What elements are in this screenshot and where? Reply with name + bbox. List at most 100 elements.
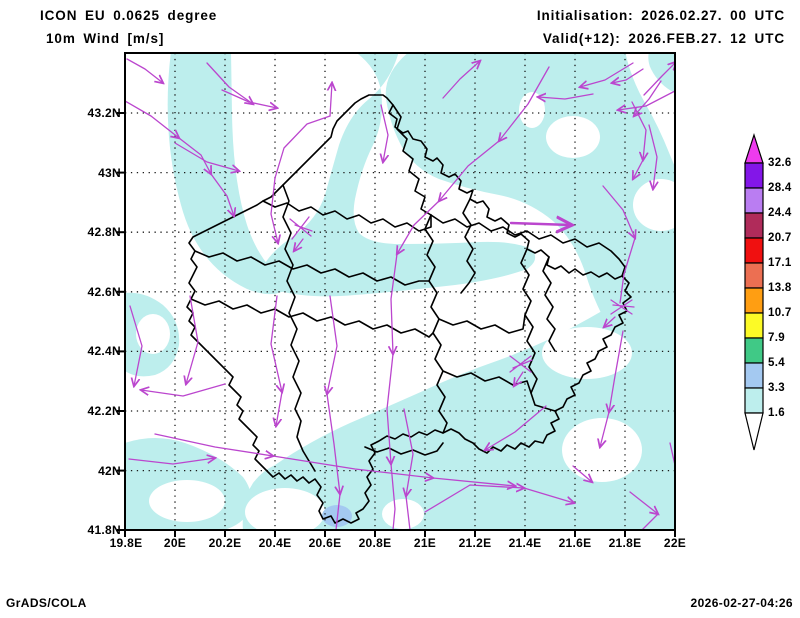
wind-streamline xyxy=(274,115,331,179)
wind-streamline xyxy=(580,62,634,87)
shade-hole xyxy=(245,488,325,530)
colorbar-segment xyxy=(744,212,764,239)
x-axis-label: 22E xyxy=(663,536,687,550)
wind-streamline xyxy=(600,411,610,447)
x-axis-label: 20E xyxy=(163,536,187,550)
wind-streamline xyxy=(631,101,646,160)
wind-streamline xyxy=(276,391,283,426)
municipality-border xyxy=(364,442,444,456)
x-axis-label: 20.4E xyxy=(258,536,292,550)
wind-streamline xyxy=(125,100,179,138)
colorbar-label: 24.4 xyxy=(768,207,792,219)
x-axis-label: 21.8E xyxy=(608,536,642,550)
wind-streamline xyxy=(381,104,388,162)
shade-hole xyxy=(562,418,642,482)
title-model-line: ICON EU 0.0625 degree xyxy=(40,8,218,23)
wind-streamline xyxy=(669,442,675,469)
wind-streamline xyxy=(648,124,657,189)
wind-streamline xyxy=(330,83,332,117)
wind-streamline xyxy=(390,463,396,530)
wind-streamline xyxy=(335,493,341,530)
wind-streamline xyxy=(432,477,515,486)
shade-hole xyxy=(149,480,225,522)
municipality-border xyxy=(282,184,316,472)
wind-streamline xyxy=(391,253,398,354)
colorbar-segment xyxy=(744,162,764,189)
shade-hole xyxy=(360,193,470,233)
municipality-border xyxy=(392,104,432,216)
wind-streamline xyxy=(538,94,594,99)
colorbar-bottom-arrow xyxy=(744,412,764,451)
wind-streamline xyxy=(442,61,480,99)
x-axis-label: 20.6E xyxy=(308,536,342,550)
wind-streamline xyxy=(514,371,524,386)
colorbar-label: 5.4 xyxy=(768,357,785,369)
creation-stamp: 2026-02-27-04:26 xyxy=(690,596,793,610)
axis-ticks xyxy=(117,112,676,537)
colorbar-segment xyxy=(744,237,764,264)
wind-streamline xyxy=(404,408,414,496)
wind-streamline xyxy=(206,62,253,104)
wind-streamline xyxy=(327,295,338,394)
shade-hole xyxy=(546,116,600,158)
wind-streamline xyxy=(178,137,211,174)
colorbar-label: 32.6 xyxy=(768,157,792,169)
municipality-border xyxy=(542,256,556,352)
wind-streamline xyxy=(609,330,624,412)
shade-hole xyxy=(633,179,675,231)
wind-streamline xyxy=(641,513,659,530)
wind-arrow-cluster xyxy=(289,216,313,240)
y-axis-label: 43.2N xyxy=(87,106,121,120)
wind-streamline xyxy=(272,455,433,478)
wind-streamline xyxy=(405,495,411,530)
wind-vectors xyxy=(125,58,675,530)
wind-streamline xyxy=(619,237,636,304)
wind-streamline xyxy=(523,487,574,503)
wind-streamline xyxy=(629,491,658,514)
map-plot xyxy=(117,52,676,537)
y-axis-label: 43N xyxy=(98,166,121,180)
colorbar-segment xyxy=(744,312,764,339)
y-axis-label: 42.2N xyxy=(87,404,121,418)
init-time-line: Initialisation: 2026.02.27. 00 UTC xyxy=(536,8,785,23)
colorbar-label: 7.9 xyxy=(768,332,785,344)
wind-streamline xyxy=(633,159,644,179)
wind-streamline xyxy=(485,405,547,450)
municipality-border xyxy=(460,198,476,294)
colorbar-top-arrow xyxy=(744,133,764,164)
x-axis-label: 19.8E xyxy=(109,536,143,550)
wind-streamline xyxy=(618,90,675,110)
wind-streamline xyxy=(397,200,440,254)
wind-streamline xyxy=(424,485,524,513)
wind-streamline xyxy=(326,393,340,494)
municipality-border xyxy=(424,214,448,434)
colorbar-segment xyxy=(744,262,764,289)
shade-hole xyxy=(382,499,424,529)
wind-streamline xyxy=(210,173,234,216)
y-axis-label: 42.8N xyxy=(87,225,121,239)
colorbar-label: 20.7 xyxy=(768,232,792,244)
wind-streamline xyxy=(294,238,304,251)
wind-streamline xyxy=(154,433,273,456)
valid-time-line: Valid(+12): 2026.FEB.27. 12 UTC xyxy=(542,31,785,46)
municipality-border xyxy=(190,298,434,338)
municipality-border xyxy=(438,314,526,334)
municipality-border xyxy=(442,370,532,394)
wind-streamline xyxy=(387,353,393,464)
wind-streamline xyxy=(439,140,500,201)
wind-streamline xyxy=(604,316,616,327)
wind-streamline xyxy=(499,66,550,141)
wind-streamline xyxy=(612,68,644,83)
x-axis-label: 21.6E xyxy=(558,536,592,550)
wind-streamline xyxy=(174,142,239,171)
wind-streamline xyxy=(270,295,282,392)
x-axis-label: 21.4E xyxy=(508,536,542,550)
municipality-border xyxy=(520,248,556,412)
municipality-border xyxy=(430,214,626,277)
wind-streamline xyxy=(126,58,163,83)
x-axis-label: 21.2E xyxy=(458,536,492,550)
colorbar-segment xyxy=(744,387,764,414)
wind-streamline xyxy=(221,89,277,108)
wind-arrow-cluster xyxy=(509,355,533,373)
wind-streamline xyxy=(509,223,571,225)
